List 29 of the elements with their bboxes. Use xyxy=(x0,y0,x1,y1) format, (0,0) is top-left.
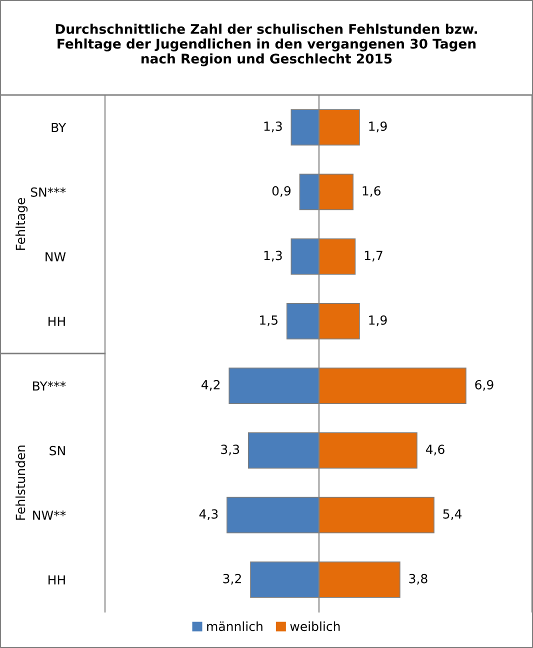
data-label: 4,6 xyxy=(426,444,444,456)
data-label: 6,9 xyxy=(475,380,494,391)
legend-label: männlich xyxy=(207,621,262,632)
y-tick-label: HH xyxy=(48,316,65,326)
legend-label: weiblich xyxy=(290,621,340,632)
y-tick-label: NW** xyxy=(33,510,66,520)
data-label: 1,6 xyxy=(362,186,381,197)
data-label: 1,3 xyxy=(264,250,282,262)
data-label: 5,4 xyxy=(443,509,462,520)
y-tick-label: HH xyxy=(48,575,65,584)
chart-title: Durchschnittliche Zahl der schulischen Fehlstunden bzw. Fehltage der Jugendlichen in den vergangenen 30 Tagen nach Region und Geschlecht 2015 xyxy=(56,24,477,66)
data-label: 4,3 xyxy=(199,509,218,520)
y-tick-label: BY*** xyxy=(33,381,66,391)
data-label: 0,9 xyxy=(272,186,291,197)
data-label: 1,3 xyxy=(264,121,282,132)
y-tick-label: NW xyxy=(46,252,66,262)
data-label: 3,2 xyxy=(223,574,241,585)
data-label: 3,3 xyxy=(221,444,240,456)
data-label: 3,8 xyxy=(409,574,428,585)
data-label: 1,9 xyxy=(369,315,387,326)
y-tick-label: SN xyxy=(50,446,65,456)
y-tick-label: BY xyxy=(52,122,66,132)
text: Fehltage xyxy=(15,198,28,250)
text: Fehlstunden xyxy=(15,446,26,520)
data-label: 1,9 xyxy=(369,121,387,132)
y-tick-label: SN*** xyxy=(30,187,66,197)
data-label: 1,5 xyxy=(260,316,278,326)
data-label: 4,2 xyxy=(202,380,220,391)
data-label: 1,7 xyxy=(364,250,382,262)
